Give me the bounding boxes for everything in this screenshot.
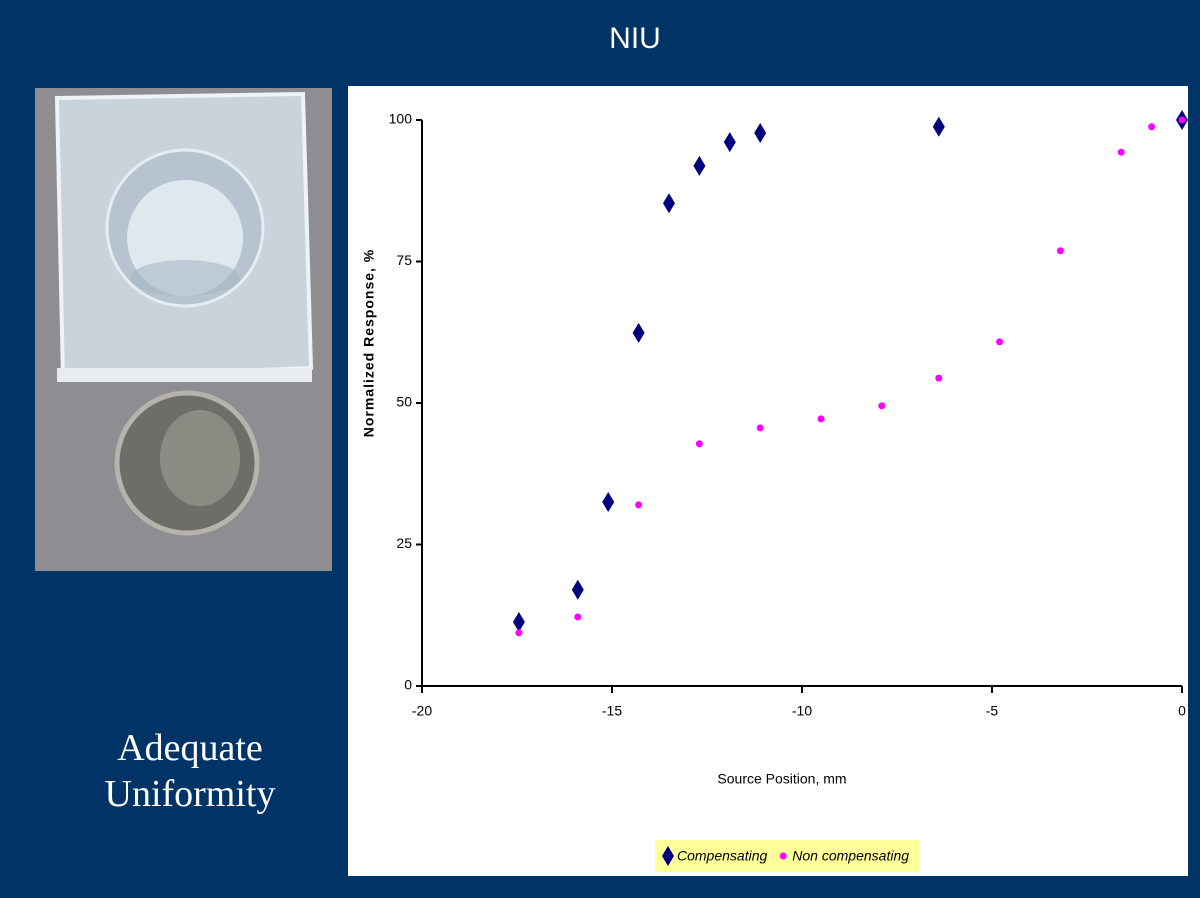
point: [754, 123, 767, 144]
point: [693, 155, 706, 176]
point: [515, 629, 523, 637]
x-axis-label: Source Position, mm: [717, 771, 846, 787]
point: [602, 492, 615, 513]
point: [635, 501, 643, 509]
legend-marker: [779, 852, 787, 860]
caption: Adequate Uniformity: [104, 727, 276, 815]
slide-title: NIU: [609, 22, 661, 55]
y-tick-label: 50: [396, 394, 412, 410]
point: [574, 613, 582, 621]
legend-box: [655, 840, 920, 872]
point: [663, 193, 675, 214]
point: [1148, 123, 1156, 131]
point: [632, 322, 645, 343]
point: [932, 116, 945, 137]
point: [878, 402, 886, 410]
x-tick-label: -20: [412, 703, 432, 719]
point: [1117, 148, 1125, 156]
point: [935, 374, 943, 382]
point: [756, 424, 764, 432]
x-tick-label: 0: [1178, 703, 1186, 719]
point: [512, 612, 525, 633]
point: [1056, 247, 1064, 255]
x-tick-label: -10: [792, 703, 812, 719]
point: [723, 132, 736, 153]
y-tick-label: 75: [396, 252, 412, 268]
point: [571, 579, 584, 600]
x-tick-label: -5: [986, 703, 999, 719]
legend-label: Non compensating: [792, 848, 909, 864]
point: [1178, 116, 1186, 124]
point: [695, 440, 703, 448]
x-tick-label: -15: [602, 703, 622, 719]
y-axis-label: Normalized Response, %: [361, 249, 377, 438]
legend-label: Compensating: [677, 848, 767, 864]
y-tick-label: 0: [404, 677, 412, 693]
y-tick-label: 100: [389, 111, 413, 127]
point: [996, 338, 1004, 346]
photo: [35, 88, 332, 571]
point: [817, 415, 825, 423]
y-tick-label: 25: [396, 535, 412, 551]
legend-marker: [662, 846, 674, 866]
